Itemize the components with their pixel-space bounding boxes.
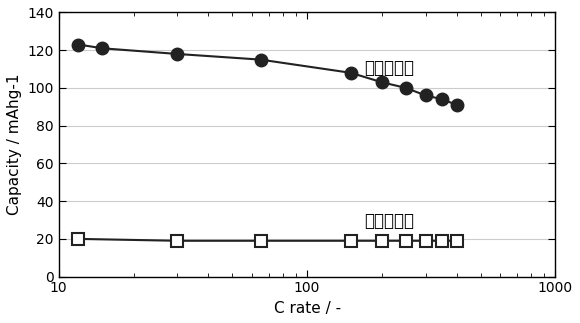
X-axis label: C rate / -: C rate / - [274, 301, 340, 316]
Text: 以往的材料: 以往的材料 [364, 212, 414, 230]
Text: 新开发材料: 新开发材料 [364, 59, 414, 77]
Y-axis label: Capacity / mAhg-1: Capacity / mAhg-1 [7, 74, 22, 215]
